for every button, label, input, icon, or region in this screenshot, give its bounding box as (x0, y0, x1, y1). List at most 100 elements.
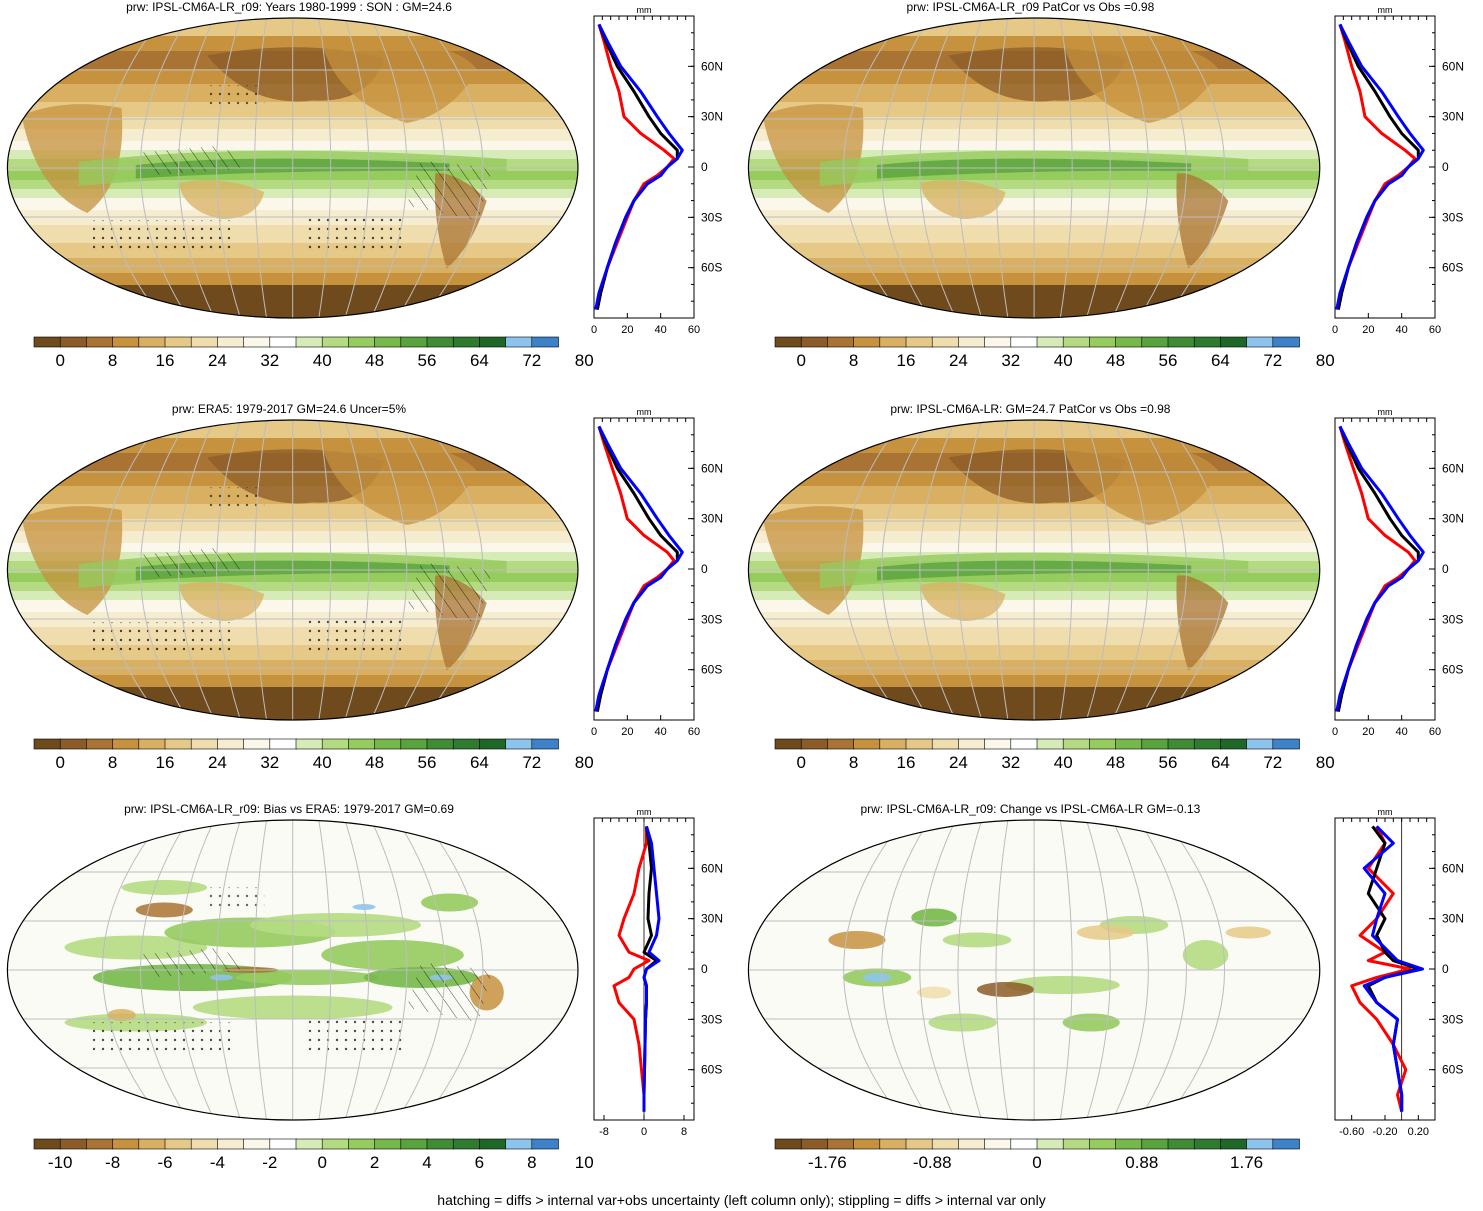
colorbar-swatch (452, 1138, 481, 1150)
panel-model-patcor: prw: IPSL-CM6A-LR_r09 PatCor vs Obs =0.9… (741, 0, 1483, 400)
zonal-x-tick-label: 0.20 (1408, 1126, 1429, 1138)
colorbar-tick-label: 56 (418, 351, 437, 370)
colorbar-tick-label: 72 (522, 753, 541, 772)
colorbar-tick-label: 8 (849, 753, 858, 772)
colorbar-swatch (879, 738, 907, 750)
zonal-lat-tick-label: 30N (1442, 110, 1464, 124)
colorbar-swatch (86, 336, 114, 348)
zonal-lat-tick-label: 0 (701, 562, 708, 576)
zonal-lat-tick-label: 30N (701, 110, 723, 124)
colorbar-swatch (505, 738, 533, 750)
zonal-lat-tick-label: 30S (1442, 612, 1463, 626)
colorbar-tick-label: 0 (1032, 1153, 1041, 1172)
panel-graphic: -1.76 -0.88 0 0.88 1.76 mm -0.60 -0.20 0.20 60N 30… (747, 807, 1464, 1172)
colorbar-swatch (295, 336, 324, 348)
colorbar-tick-label: 24 (949, 753, 968, 772)
colorbar-swatch (426, 336, 455, 348)
colorbar: -10 -8 -6 -4 -2 0 2 4 6 8 10 (33, 1138, 594, 1172)
colorbar-tick-label: 16 (897, 753, 916, 772)
colorbar-swatch (1062, 738, 1091, 750)
colorbar-tick-label: 10 (575, 1153, 594, 1172)
map-border (747, 819, 1321, 1121)
colorbar-swatch (1089, 738, 1117, 750)
colorbar-tick-label: 8 (527, 1153, 536, 1172)
colorbar-swatch (59, 738, 88, 750)
colorbar-swatch (1115, 1138, 1143, 1150)
colorbar-swatch (827, 738, 855, 750)
colorbar-swatch (905, 1138, 934, 1150)
colorbar-swatch (800, 1138, 829, 1150)
colorbar-tick-label: -0.88 (913, 1153, 952, 1172)
map-field (7, 820, 578, 1120)
colorbar-tick-label: 2 (370, 1153, 379, 1172)
colorbar-swatch (479, 738, 507, 750)
zonal-units-label: mm (637, 407, 652, 417)
colorbar-swatch (112, 738, 140, 750)
panel-title: prw: IPSL-CM6A-LR_r09: Years 1980-1999 :… (126, 0, 452, 14)
colorbar-swatch (1141, 336, 1169, 348)
colorbar-tick-label: 24 (208, 753, 227, 772)
zonal-lat-tick-label: 60S (1442, 663, 1463, 677)
zonal-lat-tick-label: 60S (701, 1063, 722, 1077)
colorbar-swatch (400, 738, 428, 750)
colorbar-swatch (112, 1138, 140, 1150)
colorbar-tick-label: 80 (1316, 351, 1335, 370)
colorbar-swatch (1115, 738, 1143, 750)
zonal-x-tick-label: 20 (1362, 726, 1374, 738)
panel-graphic: -10 -8 -6 -4 -2 0 2 4 6 8 10 mm -8 0 8 60N 30N 0 30S 60S (6, 807, 723, 1172)
colorbar-swatch (1220, 738, 1248, 750)
series-model-line (1350, 825, 1412, 1112)
colorbar-swatch (243, 336, 271, 348)
colorbar-swatch (426, 1138, 455, 1150)
colorbar-swatch (1010, 738, 1038, 750)
zonal-lat-tick-label: 30N (701, 912, 723, 926)
zonal-lat-tick-label: 60N (1442, 861, 1464, 875)
colorbar-swatch (217, 336, 245, 348)
zonal-lat-tick-label: 60N (1442, 59, 1464, 73)
colorbar-tick-label: 32 (260, 351, 279, 370)
panel-era5: prw: ERA5: 1979-2017 GM=24.6 Uncer=5% 0 8 1… (0, 402, 741, 802)
colorbar-tick-label: 16 (156, 351, 175, 370)
colorbar-tick-label: -2 (262, 1153, 277, 1172)
zonal-x-tick-label: 0 (1332, 324, 1338, 336)
colorbar-swatch (138, 738, 166, 750)
colorbar-swatch (1167, 336, 1196, 348)
colorbar: 0 8 16 24 32 40 48 56 64 72 80 (33, 738, 594, 772)
zonal-lat-tick-label: 0 (1442, 962, 1449, 976)
map-field (748, 820, 1320, 1120)
colorbar: -1.76 -0.88 0 0.88 1.76 (774, 1138, 1300, 1172)
colorbar-swatch (348, 1138, 376, 1150)
colorbar-swatch (1141, 738, 1169, 750)
zonal-x-tick-label: 40 (655, 324, 667, 336)
zonal-x-tick-label: 60 (1429, 324, 1441, 336)
colorbar-swatch (879, 1138, 907, 1150)
colorbar-tick-label: 72 (522, 351, 541, 370)
colorbar-swatch (1220, 1138, 1248, 1150)
colorbar-tick-label: 0 (796, 351, 805, 370)
colorbar-swatch (1036, 738, 1065, 750)
colorbar-tick-label: 80 (1316, 753, 1335, 772)
colorbar-swatch (86, 1138, 114, 1150)
colorbar-tick-label: 4 (422, 1153, 431, 1172)
zonal-x-tick-label: 20 (621, 726, 633, 738)
map-border (747, 419, 1321, 721)
colorbar-tick-label: 1.76 (1230, 1153, 1263, 1172)
colorbar-tick-label: 48 (365, 351, 384, 370)
colorbar-swatch (452, 738, 481, 750)
colorbar-swatch (1193, 336, 1222, 348)
zonal-units-label: mm (1378, 807, 1393, 817)
colorbar-tick-label: 56 (1159, 753, 1178, 772)
panel-graphic: 0 8 16 24 32 40 48 56 64 72 80 mm 0 20 40 60 60N 30N 0 30S 6… (747, 407, 1464, 772)
colorbar-swatch (984, 738, 1012, 750)
colorbar-swatch (374, 336, 402, 348)
colorbar-tick-label: 40 (313, 351, 332, 370)
series-model-line (612, 826, 651, 1112)
colorbar-swatch (1246, 738, 1274, 750)
map-border (6, 17, 579, 319)
colorbar-tick-label: 80 (575, 351, 594, 370)
colorbar-tick-label: -4 (210, 1153, 225, 1172)
colorbar-tick-label: 24 (949, 351, 968, 370)
colorbar-swatch (400, 1138, 428, 1150)
colorbar-swatch (479, 1138, 507, 1150)
colorbar-swatch (164, 336, 193, 348)
